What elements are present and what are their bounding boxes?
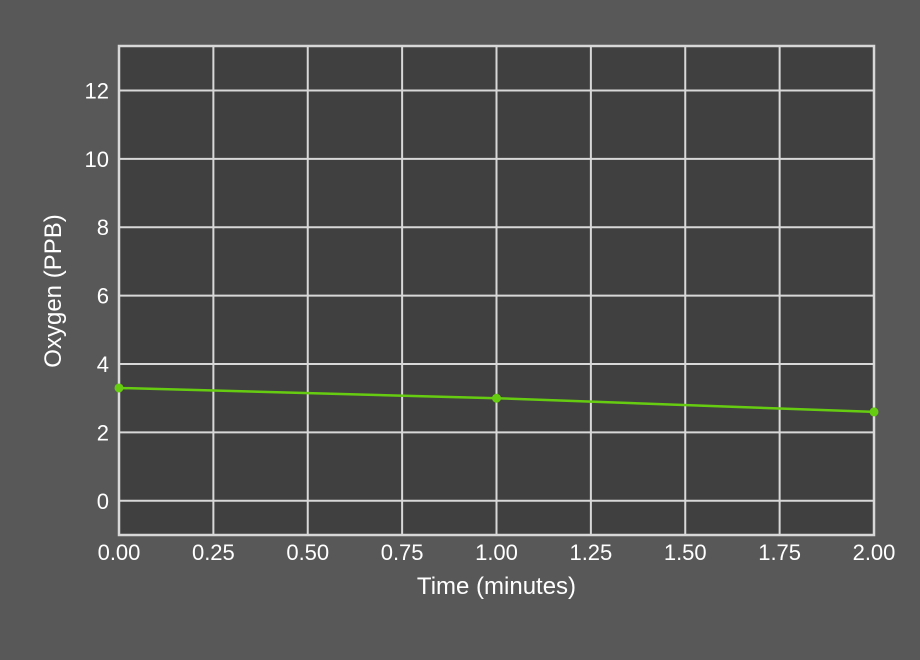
y-tick-label: 4 [97,352,109,377]
x-axis-label: Time (minutes) [417,573,576,600]
x-tick-label: 1.25 [569,540,612,565]
y-axis-ticks: 0 2 4 6 8 10 12 [85,78,109,513]
x-tick-label: 0.50 [286,540,329,565]
x-tick-label: 1.50 [664,540,707,565]
y-tick-label: 6 [97,284,109,309]
data-point [114,383,124,393]
x-tick-label: 1.75 [758,540,801,565]
y-tick-label: 2 [97,420,109,445]
y-tick-label: 0 [97,489,109,514]
x-tick-label: 1.00 [475,540,518,565]
x-tick-label: 0.75 [381,540,424,565]
series-layer [114,383,879,417]
y-tick-label: 10 [85,147,109,172]
x-tick-label: 0.00 [98,540,141,565]
y-tick-label: 8 [97,215,109,240]
y-tick-label: 12 [85,78,109,103]
y-axis-label: Oxygen (PPB) [40,214,67,367]
plot-frame [117,44,876,537]
data-point [492,393,501,403]
x-tick-label: 0.25 [192,540,235,565]
x-axis-ticks: 0.00 0.25 0.50 0.75 1.00 1.25 1.50 1.75 2.00 [98,540,896,565]
data-point [869,407,879,417]
x-tick-label: 2.00 [853,540,896,565]
